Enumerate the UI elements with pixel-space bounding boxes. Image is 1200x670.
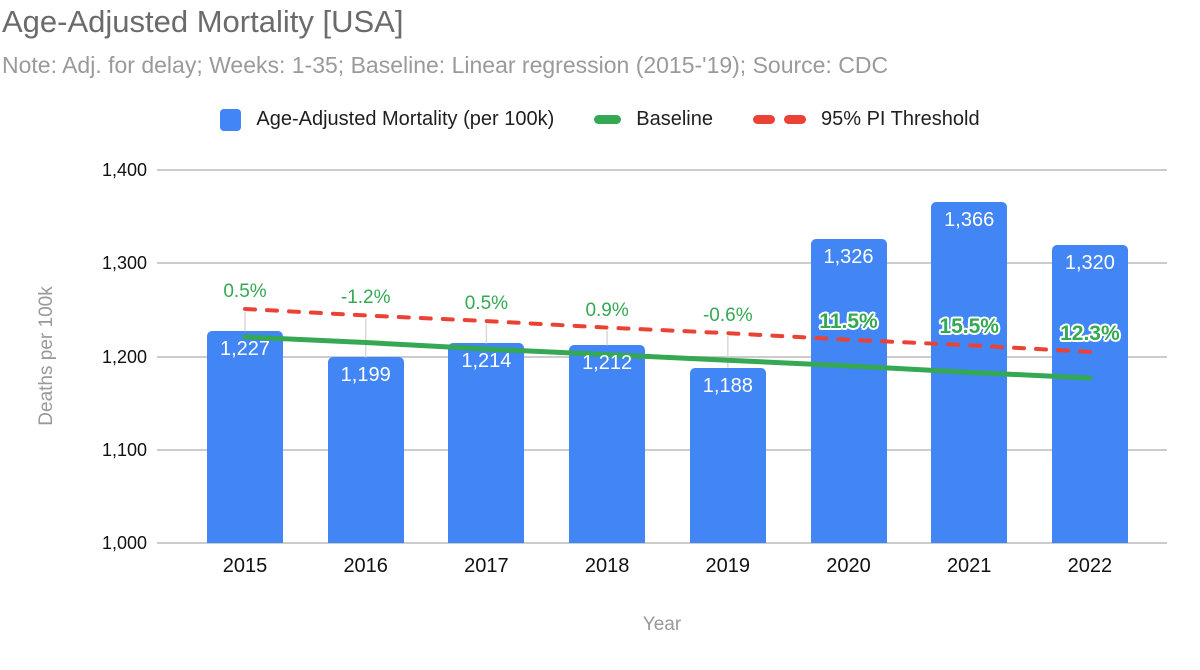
bar-value-label: 1,199 [340,364,391,387]
bar-value-label: 1,214 [461,350,512,373]
deviation-label: 15.5% [939,315,999,339]
y-axis-tick-label: 1,300 [101,253,147,274]
threshold-dashed-line [243,306,1092,354]
deviation-label: 11.5% [819,309,878,333]
legend-label: Baseline [636,108,713,130]
bar-2018 [569,345,646,543]
deviation-label: 0.9% [585,299,629,321]
x-axis-tick-label: 2017 [464,555,509,577]
x-axis-tick-label: 2020 [826,555,871,577]
y-axis-title: Deaths per 100k [36,286,57,426]
gridline [157,448,1167,451]
deviation-label: -0.6% [702,305,753,327]
bar-value-label: 1,366 [944,208,995,231]
bar-value-label: 1,320 [1064,251,1115,274]
deviation-label: -1.2% [340,287,391,309]
legend-item-baseline: Baseline [594,108,713,131]
x-axis-tick-label: 2022 [1067,555,1113,577]
baseline-line [242,334,1093,381]
y-axis-tick-label: 1,200 [101,346,147,367]
lines-overlay [242,306,1093,381]
x-axis-tick-label: 2019 [705,555,751,577]
gridline [157,542,1167,544]
bar-value-label: 1,212 [582,352,633,375]
legend-dash-swatch-icon [594,115,622,124]
bar-2020 [810,239,887,543]
gridline [157,262,1167,265]
legend-double-dash-swatch-icon [753,115,806,124]
x-axis-tick-label: 2015 [222,555,268,577]
x-axis-tick-label: 2021 [946,555,992,577]
y-axis-tick-label: 1,000 [101,533,147,553]
bar-2019 [689,367,766,543]
bar-value-label: 1,326 [823,246,874,268]
bar-2015 [207,331,283,543]
deviation-label: 0.5% [464,293,509,315]
legend-item-mortality: Age-Adjusted Mortality (per 100k) [220,108,554,131]
bar-2017 [448,343,525,543]
chart-subtitle: Note: Adj. for delay; Weeks: 1-35; Basel… [2,52,889,78]
legend-label: 95% PI Threshold [821,108,980,130]
x-axis-title: Year [642,614,682,635]
gridline [157,169,1167,171]
legend-item-threshold: 95% PI Threshold [753,108,980,131]
chart-title: Age-Adjusted Mortality [USA] [2,4,404,39]
legend: Age-Adjusted Mortality (per 100k) Baselin… [0,108,1200,131]
bar-value-label: 1,227 [219,338,271,361]
y-axis-tick-label: 1,100 [101,439,147,460]
legend-square-swatch-icon [220,108,242,131]
deviation-label: 12.3% [1060,321,1120,345]
legend-label: Age-Adjusted Mortality (per 100k) [256,108,555,130]
x-axis-tick-label: 2018 [584,555,630,577]
y-axis-tick-label: 1,400 [101,160,147,180]
deviation-label: 0.5% [223,280,267,302]
bar-value-label: 1,188 [702,374,753,397]
bar-2022 [1051,244,1128,543]
x-axis-tick-label: 2016 [343,555,388,577]
bar-2016 [327,357,404,543]
